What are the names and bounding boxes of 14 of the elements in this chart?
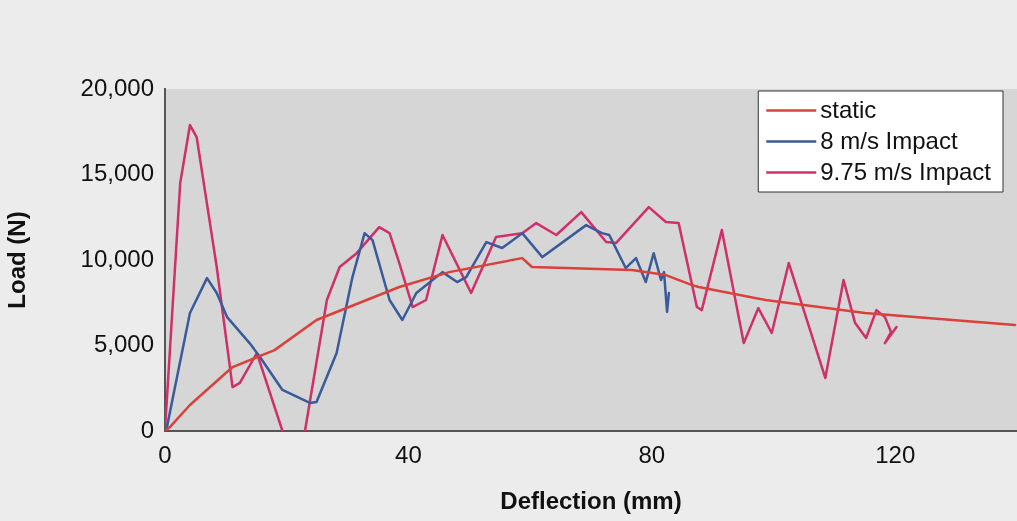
x-tick-label: 0: [158, 441, 172, 469]
legend-label: 9.75 m/s Impact: [820, 158, 992, 186]
legend-label: 8 m/s Impact: [820, 127, 958, 155]
y-tick-label: 15,000: [80, 159, 154, 187]
y-axis-title: Load (N): [3, 211, 31, 309]
y-tick-label: 20,000: [80, 73, 154, 101]
x-axis-title: Deflection (mm): [500, 487, 682, 515]
legend-label: static: [820, 96, 877, 124]
y-tick-label: 10,000: [80, 244, 154, 272]
x-tick-label: 40: [395, 441, 422, 469]
x-tick-label: 120: [875, 441, 916, 469]
y-tick-label: 5,000: [93, 330, 154, 358]
x-tick-label: 80: [638, 441, 666, 469]
y-tick-label: 0: [140, 415, 154, 443]
